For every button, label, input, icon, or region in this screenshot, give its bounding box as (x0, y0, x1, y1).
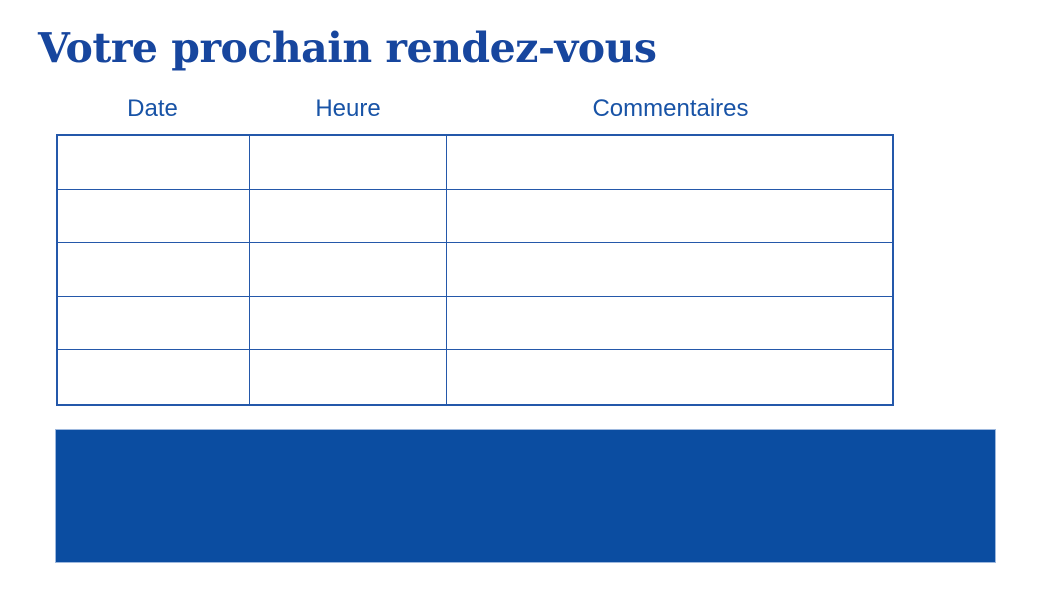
table-cell[interactable] (58, 296, 251, 350)
table-cell[interactable] (447, 136, 892, 190)
table-row (58, 296, 892, 350)
table-body (56, 134, 894, 406)
table-cell[interactable] (250, 350, 448, 404)
table-cell[interactable] (447, 296, 892, 350)
appointments-table: Date Heure Commentaires (56, 92, 894, 406)
table-cell[interactable] (58, 189, 251, 243)
table-row (58, 189, 892, 243)
table-cell[interactable] (250, 296, 448, 350)
table-header-row: Date Heure Commentaires (56, 92, 894, 126)
table-row (58, 350, 892, 404)
table-row (58, 136, 892, 190)
column-header-commentaires: Commentaires (592, 95, 749, 122)
column-header-date: Date (127, 95, 178, 122)
table-cell[interactable] (250, 189, 448, 243)
table-cell[interactable] (250, 243, 448, 297)
table-cell[interactable] (447, 350, 892, 404)
page-title: Votre prochain rendez-vous (38, 24, 657, 72)
table-cell[interactable] (58, 350, 251, 404)
table-cell[interactable] (58, 243, 251, 297)
table-row (58, 243, 892, 297)
column-header-heure: Heure (315, 95, 381, 122)
table-cell[interactable] (447, 189, 892, 243)
table-cell[interactable] (447, 243, 892, 297)
table-cell[interactable] (250, 136, 448, 190)
bottom-banner (55, 429, 996, 563)
table-cell[interactable] (58, 136, 251, 190)
